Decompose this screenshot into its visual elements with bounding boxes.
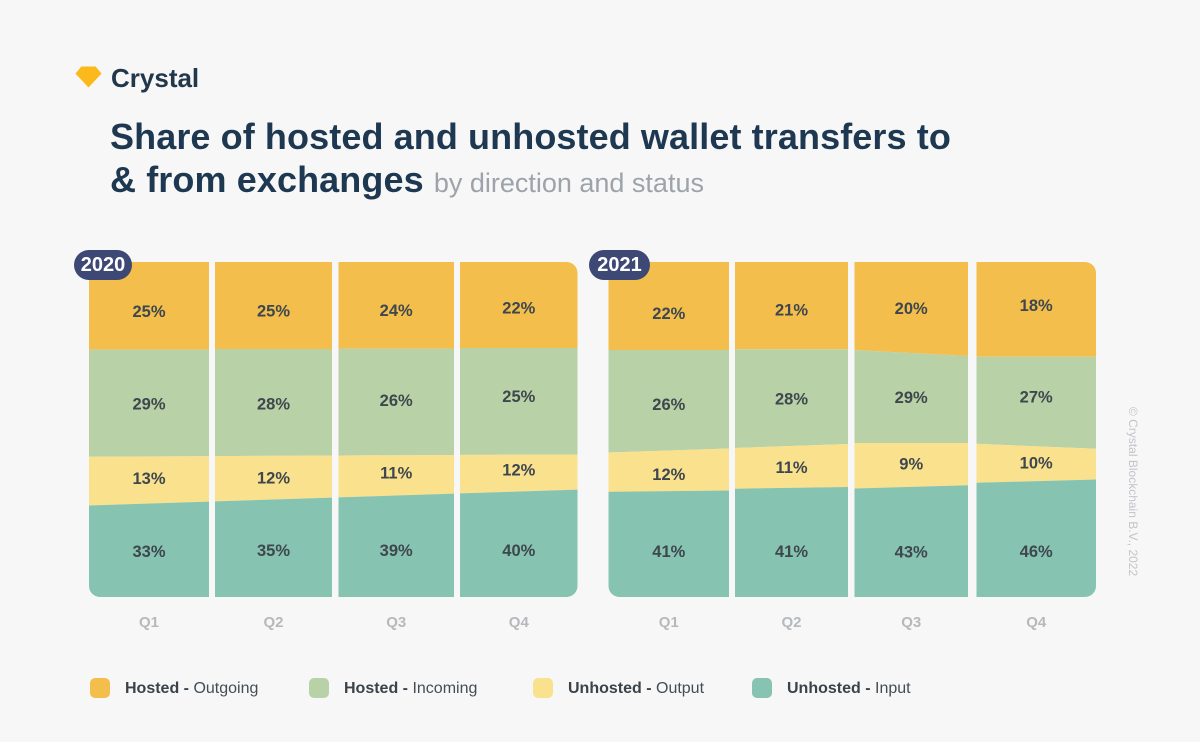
svg-text:35%: 35% <box>257 542 290 560</box>
svg-text:12%: 12% <box>257 469 290 487</box>
svg-text:Q1: Q1 <box>659 614 679 631</box>
svg-text:33%: 33% <box>132 543 165 561</box>
svg-text:Q1: Q1 <box>139 614 159 631</box>
svg-text:13%: 13% <box>132 470 165 488</box>
svg-text:12%: 12% <box>502 462 535 480</box>
svg-text:24%: 24% <box>380 302 413 320</box>
svg-text:11%: 11% <box>380 464 412 482</box>
svg-text:29%: 29% <box>132 396 165 414</box>
svg-text:Q4: Q4 <box>509 614 530 631</box>
svg-text:Q4: Q4 <box>1026 614 1047 631</box>
svg-text:11%: 11% <box>775 459 807 477</box>
svg-text:41%: 41% <box>775 543 808 561</box>
svg-text:Q3: Q3 <box>386 614 406 631</box>
svg-text:22%: 22% <box>652 305 685 323</box>
svg-text:25%: 25% <box>502 388 535 406</box>
svg-text:Q3: Q3 <box>901 614 921 631</box>
svg-text:25%: 25% <box>132 303 165 321</box>
svg-text:10%: 10% <box>1020 454 1053 472</box>
svg-text:25%: 25% <box>257 303 290 321</box>
svg-text:26%: 26% <box>380 392 413 410</box>
svg-text:28%: 28% <box>257 396 290 414</box>
svg-text:43%: 43% <box>895 544 928 562</box>
svg-text:40%: 40% <box>502 542 535 560</box>
svg-text:27%: 27% <box>1020 388 1053 406</box>
svg-text:Q2: Q2 <box>781 614 801 631</box>
svg-text:20%: 20% <box>895 300 928 318</box>
svg-text:41%: 41% <box>652 543 685 561</box>
svg-text:29%: 29% <box>895 389 928 407</box>
svg-text:9%: 9% <box>899 456 923 474</box>
svg-text:21%: 21% <box>775 302 808 320</box>
svg-text:46%: 46% <box>1020 543 1053 561</box>
svg-text:28%: 28% <box>775 391 808 409</box>
svg-text:39%: 39% <box>380 542 413 560</box>
svg-text:26%: 26% <box>652 396 685 414</box>
svg-text:Q2: Q2 <box>263 614 283 631</box>
svg-text:22%: 22% <box>502 299 535 317</box>
svg-text:12%: 12% <box>652 466 685 484</box>
svg-text:18%: 18% <box>1020 297 1053 315</box>
